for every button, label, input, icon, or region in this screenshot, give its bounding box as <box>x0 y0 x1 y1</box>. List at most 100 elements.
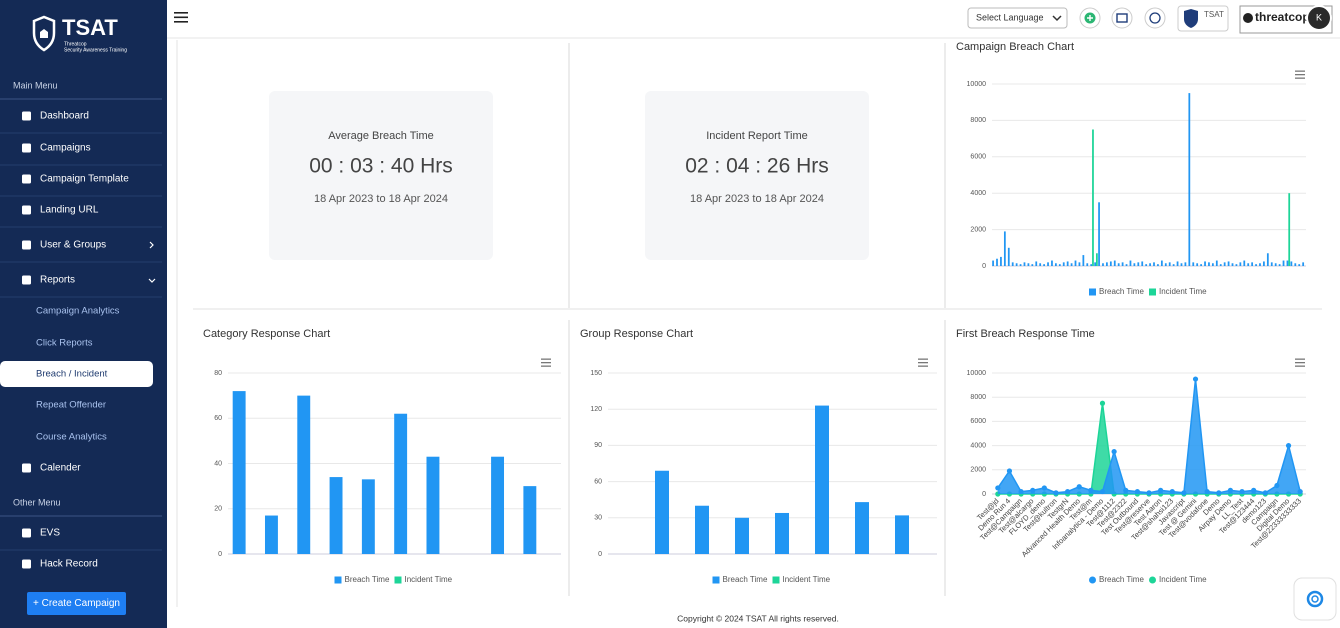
legend-label[interactable]: Incident Time <box>405 575 453 584</box>
logo-text: TSAT <box>62 15 118 40</box>
bar <box>1290 261 1293 266</box>
bar <box>1231 263 1234 266</box>
menu-icon <box>22 275 31 285</box>
bar <box>1270 262 1273 266</box>
legend-label[interactable]: Incident Time <box>1159 575 1207 584</box>
chart-menu-icon[interactable] <box>541 358 551 360</box>
menu-item[interactable]: Click Reports <box>36 338 93 349</box>
legend-swatch <box>1149 288 1156 296</box>
legend-label[interactable]: Breach Time <box>723 575 768 584</box>
menu-bar[interactable] <box>174 16 188 19</box>
bar <box>1263 261 1265 266</box>
bar <box>361 479 375 554</box>
point <box>1274 482 1280 489</box>
bar <box>1211 263 1214 266</box>
menu-section-title: Other Menu <box>13 497 61 507</box>
menu-bar[interactable] <box>174 21 188 23</box>
chart-menu-icon[interactable] <box>1295 74 1305 76</box>
menu-item-active[interactable] <box>0 361 153 387</box>
bar <box>329 477 343 554</box>
chart-menu-icon[interactable] <box>1295 362 1305 364</box>
chart-menu-icon[interactable] <box>1295 365 1305 367</box>
bar <box>1015 263 1018 266</box>
bar <box>895 515 909 554</box>
bar <box>1160 260 1163 266</box>
menu-item[interactable]: EVS <box>40 528 60 539</box>
avatar[interactable] <box>1306 5 1332 31</box>
bar <box>1113 260 1116 266</box>
menu-item[interactable]: Calender <box>40 463 81 474</box>
stat-label: Average Breach Time <box>328 130 434 142</box>
menu-item[interactable]: Landing URL <box>40 205 99 216</box>
menu-item[interactable]: Repeat Offender <box>36 400 106 411</box>
y-tick-label: 80 <box>214 370 222 377</box>
stat-range: 18 Apr 2023 to 18 Apr 2024 <box>690 193 824 205</box>
stat-card <box>645 91 869 260</box>
menu-item[interactable]: Dashboard <box>40 111 89 122</box>
point <box>1053 490 1059 496</box>
guide-button[interactable] <box>1111 7 1133 29</box>
y-tick-label: 90 <box>594 442 602 449</box>
create-campaign-label[interactable]: + Create Campaign <box>33 598 120 609</box>
brand-icon <box>1243 13 1253 23</box>
point <box>1192 376 1199 382</box>
menu-item[interactable]: Hack Record <box>40 559 98 570</box>
help-button[interactable] <box>1144 7 1166 29</box>
menu-item[interactable]: Reports <box>40 275 75 286</box>
bar <box>394 413 408 554</box>
legend-label[interactable]: Breach Time <box>1099 575 1144 584</box>
menu-item[interactable]: Campaign Template <box>40 174 129 185</box>
point <box>1227 487 1234 493</box>
legend-swatch <box>1089 576 1096 584</box>
chart-menu-icon[interactable] <box>1295 70 1305 72</box>
chart-menu-icon[interactable] <box>918 358 928 360</box>
legend-label[interactable]: Incident Time <box>783 575 831 584</box>
menu-item[interactable]: User & Groups <box>40 240 106 251</box>
chart-title: First Breach Response Time <box>956 328 1095 340</box>
chart-menu-icon[interactable] <box>918 365 928 367</box>
bar <box>1039 263 1042 266</box>
bar <box>1062 262 1065 266</box>
menu-toggle[interactable] <box>174 12 188 23</box>
bar <box>297 395 311 554</box>
chart-menu-icon[interactable] <box>1295 77 1305 79</box>
y-tick-label: 2000 <box>970 226 986 233</box>
menu-item[interactable]: Breach / Incident <box>36 369 108 380</box>
legend-swatch <box>394 576 402 584</box>
chart-menu-icon[interactable] <box>918 362 928 364</box>
language-select[interactable] <box>967 7 1068 29</box>
chart-menu-icon[interactable] <box>1295 358 1305 360</box>
bar <box>1278 264 1281 266</box>
create-campaign-button[interactable] <box>27 592 126 615</box>
bar <box>1176 261 1179 266</box>
point <box>1169 488 1175 495</box>
language-select-text[interactable]: Select Language <box>976 12 1044 22</box>
y-tick-label: 60 <box>214 415 222 422</box>
legend-label[interactable]: Incident Time <box>1159 287 1207 296</box>
menu-bar[interactable] <box>174 12 188 14</box>
y-tick-label: 0 <box>982 263 986 270</box>
menu-item[interactable]: Campaigns <box>40 143 91 154</box>
bar <box>1086 263 1089 266</box>
chart-menu-icon[interactable] <box>541 365 551 367</box>
submenu-arrow <box>149 241 154 249</box>
logo-lock <box>40 29 48 38</box>
avatar-initial[interactable]: K <box>1316 12 1322 22</box>
sidebar <box>0 0 167 628</box>
bar <box>491 456 505 554</box>
chart-menu-icon[interactable] <box>541 362 551 364</box>
menu-item[interactable]: Campaign Analytics <box>36 306 120 317</box>
point <box>1064 488 1071 495</box>
bar <box>1243 260 1246 266</box>
menu-icon <box>22 111 31 121</box>
menu-item[interactable]: Course Analytics <box>36 432 107 443</box>
legend-label[interactable]: Breach Time <box>1099 287 1144 296</box>
support-button[interactable] <box>1293 577 1337 621</box>
legend-label[interactable]: Breach Time <box>345 575 390 584</box>
y-tick-label: 0 <box>218 551 222 558</box>
bar <box>1133 263 1136 266</box>
bar <box>1096 253 1098 266</box>
bar <box>996 258 998 266</box>
